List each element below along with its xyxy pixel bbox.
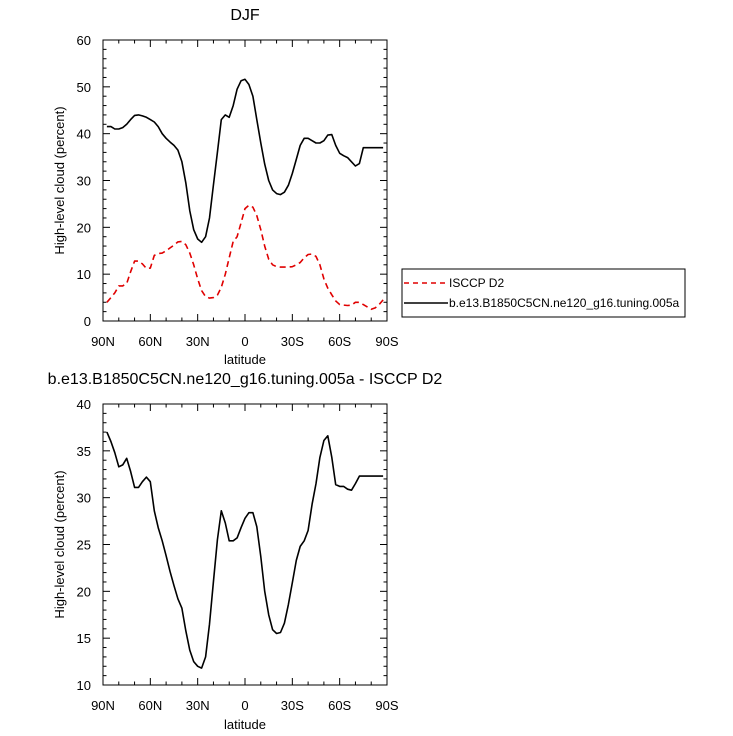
- legend-label-isccp: ISCCP D2: [449, 276, 504, 290]
- y-tick-label: 35: [77, 444, 91, 459]
- y-tick-label: 25: [77, 538, 91, 553]
- axes-group: 90N 60N 30N 0 30S 60S 90S 0 10 20 30 40 50 60: [77, 33, 399, 349]
- y-tick-label: 10: [77, 678, 91, 693]
- x-tick-label: 90S: [375, 698, 398, 713]
- x-tick-label: 60S: [328, 698, 351, 713]
- axes-group: 90N 60N 30N 0 30S 60S 90S 10 15 20 25 30 35 40: [77, 397, 399, 713]
- x-tick-label: 60N: [138, 698, 162, 713]
- x-tick-label: 60S: [328, 334, 351, 349]
- x-axis-title: latitude: [224, 352, 266, 367]
- y-tick-label: 15: [77, 631, 91, 646]
- x-axis-title: latitude: [224, 717, 266, 732]
- series-group: [106, 431, 384, 669]
- y-tick-label: 0: [84, 314, 91, 329]
- plot-frame: [102, 39, 388, 322]
- y-axis-title: High-level cloud (percent): [52, 470, 67, 618]
- x-tick-label: 30N: [186, 334, 210, 349]
- y-tick-label: 10: [77, 267, 91, 282]
- x-tick-label: 90N: [91, 334, 115, 349]
- y-tick-label: 20: [77, 220, 91, 235]
- x-tick-label: 90N: [91, 698, 115, 713]
- y-tick-label: 30: [77, 174, 91, 189]
- y-tick-label: 40: [77, 397, 91, 412]
- plot-frame: [102, 403, 388, 686]
- x-tick-label: 30N: [186, 698, 210, 713]
- y-tick-label: 20: [77, 584, 91, 599]
- chart-title: b.e13.B1850C5CN.ne120_g16.tuning.005a - …: [48, 371, 443, 388]
- y-tick-label: 40: [77, 127, 91, 142]
- legend-box: [401, 268, 686, 318]
- x-tick-label: 30S: [281, 698, 304, 713]
- x-tick-label: 60N: [138, 334, 162, 349]
- chart-title: DJF: [230, 7, 260, 24]
- y-tick-label: 60: [77, 33, 91, 48]
- series-line-difference: [106, 431, 384, 669]
- series-line-model: [106, 78, 384, 244]
- x-tick-label: 30S: [281, 334, 304, 349]
- chart-djf: DJF 90N 60N 30N 0 30S 60S 90S 0 10 20 30 40 50 60 lat…: [52, 7, 399, 367]
- y-axis-title: High-level cloud (percent): [52, 106, 67, 254]
- series-group: [106, 78, 384, 311]
- chart-difference: b.e13.B1850C5CN.ne120_g16.tuning.005a - …: [48, 371, 443, 732]
- y-tick-label: 50: [77, 80, 91, 95]
- legend-label-model: b.e13.B1850C5CN.ne120_g16.tuning.005a: [449, 296, 680, 310]
- x-tick-label: 0: [241, 698, 248, 713]
- legend: ISCCP D2 b.e13.B1850C5CN.ne120_g16.tunin…: [401, 268, 686, 318]
- x-tick-label: 0: [241, 334, 248, 349]
- y-tick-label: 30: [77, 491, 91, 506]
- x-tick-label: 90S: [375, 334, 398, 349]
- series-line-isccp-d2: [106, 204, 384, 311]
